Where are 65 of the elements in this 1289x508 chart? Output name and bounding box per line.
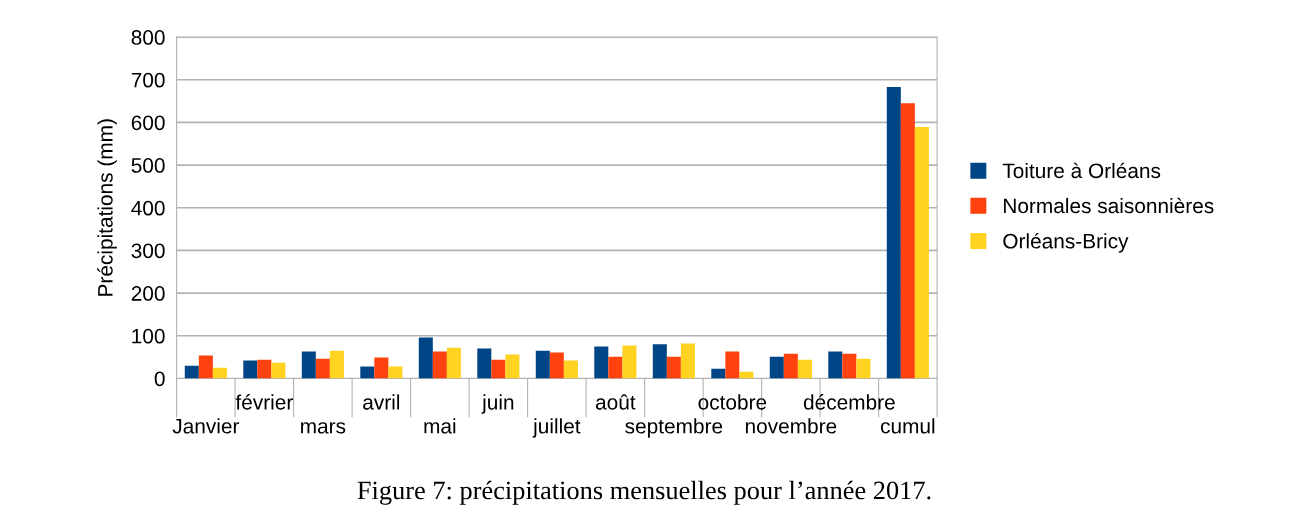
y-tick-label: 300 (131, 243, 165, 259)
bar (549, 352, 564, 379)
bar (477, 348, 492, 379)
caption: Figure 7: précipitations mensuelles pour l’année 2017. (357, 480, 931, 505)
legend-label: Normales saisonnières (1004, 197, 1214, 214)
bar (418, 337, 433, 379)
bar (594, 346, 609, 379)
x-tick-label: septembre (625, 418, 723, 438)
y-axis-title: Précipitations (mm) (97, 119, 117, 296)
legend-label: Toiture à Orléans (1002, 162, 1161, 179)
bar (360, 366, 375, 379)
bar (432, 351, 447, 379)
x-tick-label: mars (301, 422, 346, 434)
bar (491, 359, 506, 379)
bar (608, 356, 623, 379)
bar (535, 350, 550, 379)
x-tick-label: mai (424, 418, 456, 434)
y-tick-label: 0 (154, 371, 165, 387)
bar (212, 367, 227, 379)
bar (271, 362, 286, 379)
y-tick-label: 100 (132, 328, 165, 344)
bar (769, 356, 784, 379)
bar (563, 360, 578, 379)
bar (666, 356, 681, 379)
y-tick-label: 400 (131, 200, 165, 216)
bar (184, 365, 199, 379)
bar (914, 127, 929, 379)
y-tick-label: 800 (131, 30, 165, 45)
bar (622, 345, 637, 379)
x-tick-label: octobre (698, 394, 767, 410)
x-tick-label: novembre (745, 418, 837, 434)
bar (828, 351, 843, 379)
x-tick-label: Janvier (172, 418, 240, 434)
y-tick-label: 700 (131, 72, 165, 88)
bar (446, 347, 461, 379)
bar (725, 351, 740, 379)
bar (243, 360, 258, 379)
x-tick-label: août (595, 394, 636, 410)
y-tick-label: 500 (131, 158, 165, 173)
bar (797, 359, 812, 379)
bar (374, 357, 389, 379)
bar (856, 358, 871, 379)
bar (301, 351, 316, 379)
bar (315, 358, 330, 379)
bar (652, 344, 667, 379)
bar (257, 359, 272, 379)
x-tick-label: février (235, 394, 293, 410)
bar (783, 353, 798, 379)
x-tick-label: avril (363, 394, 400, 410)
bar (198, 355, 213, 379)
bar (842, 353, 857, 379)
legend-label: Orléans-Bricy (1003, 232, 1129, 253)
y-tick-label: 600 (131, 115, 165, 131)
bar (886, 87, 901, 379)
bar (711, 368, 726, 379)
y-tick-label: 200 (131, 286, 165, 301)
x-tick-label: juillet (532, 418, 581, 438)
bar (680, 343, 695, 379)
bar (505, 354, 520, 379)
x-tick-label: cumul (880, 418, 935, 434)
x-tick-label: juin (481, 394, 514, 414)
bar (900, 103, 915, 379)
bar (329, 350, 344, 379)
x-tick-label: décembre (803, 394, 895, 410)
bar (388, 366, 403, 379)
